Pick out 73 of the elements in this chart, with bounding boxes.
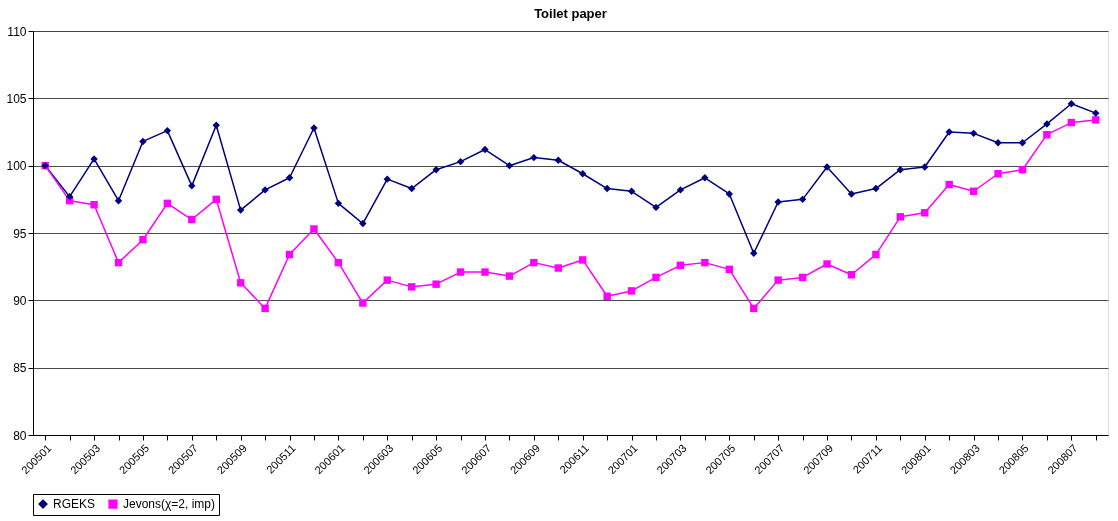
point xyxy=(554,156,562,164)
point xyxy=(285,174,294,182)
point xyxy=(1043,130,1051,139)
point xyxy=(579,170,587,178)
point xyxy=(676,186,685,194)
point xyxy=(603,184,611,193)
point xyxy=(579,256,587,264)
point xyxy=(481,268,489,276)
point xyxy=(407,283,416,291)
point xyxy=(750,249,758,257)
point xyxy=(1067,100,1076,108)
point xyxy=(994,170,1002,178)
point xyxy=(212,121,220,129)
point xyxy=(1018,139,1027,147)
point xyxy=(896,166,905,174)
point xyxy=(823,260,831,268)
point xyxy=(359,299,367,307)
point xyxy=(139,236,147,244)
point xyxy=(847,190,856,198)
point xyxy=(163,126,172,135)
point xyxy=(114,196,123,205)
point xyxy=(481,145,489,154)
point xyxy=(236,206,245,214)
point xyxy=(603,292,611,300)
point xyxy=(261,304,269,313)
point xyxy=(701,258,709,267)
point xyxy=(505,161,514,170)
point xyxy=(310,225,318,233)
point xyxy=(236,279,245,287)
point xyxy=(383,175,391,183)
point xyxy=(969,129,978,138)
point xyxy=(798,195,807,204)
point xyxy=(505,272,514,280)
point xyxy=(407,184,416,193)
legend-label: RGEKS xyxy=(53,497,96,512)
y-tick-label: 90 xyxy=(13,293,27,308)
y-tick-label: 85 xyxy=(13,361,27,376)
point xyxy=(701,174,709,182)
point xyxy=(1092,116,1100,124)
point xyxy=(1092,109,1100,117)
y-tick-label: 105 xyxy=(6,91,27,106)
point xyxy=(652,273,660,282)
legend-label: Jevons(χ=2, imp) xyxy=(123,497,215,512)
point xyxy=(896,213,905,221)
y-tick-label: 110 xyxy=(7,24,27,39)
point xyxy=(872,250,880,259)
point xyxy=(90,201,98,209)
point xyxy=(554,264,562,272)
point xyxy=(65,192,74,201)
point xyxy=(334,199,343,208)
point xyxy=(945,180,953,189)
point xyxy=(432,166,440,174)
y-tick-label: 80 xyxy=(13,428,27,443)
point xyxy=(530,153,538,162)
y-tick-label: 95 xyxy=(13,226,27,241)
point xyxy=(725,190,734,198)
point xyxy=(456,157,465,166)
point xyxy=(432,280,440,288)
point xyxy=(139,137,147,146)
point xyxy=(188,182,196,190)
point xyxy=(872,184,880,193)
y-tick-label: 100 xyxy=(6,159,27,174)
point xyxy=(774,276,782,284)
point xyxy=(188,215,196,224)
point xyxy=(359,219,367,228)
point xyxy=(652,203,660,212)
point xyxy=(921,209,929,217)
chart-title: Toilet paper xyxy=(534,6,607,21)
point xyxy=(383,276,391,284)
point xyxy=(456,268,465,276)
point xyxy=(627,287,636,295)
point xyxy=(530,258,538,267)
point xyxy=(627,187,636,195)
